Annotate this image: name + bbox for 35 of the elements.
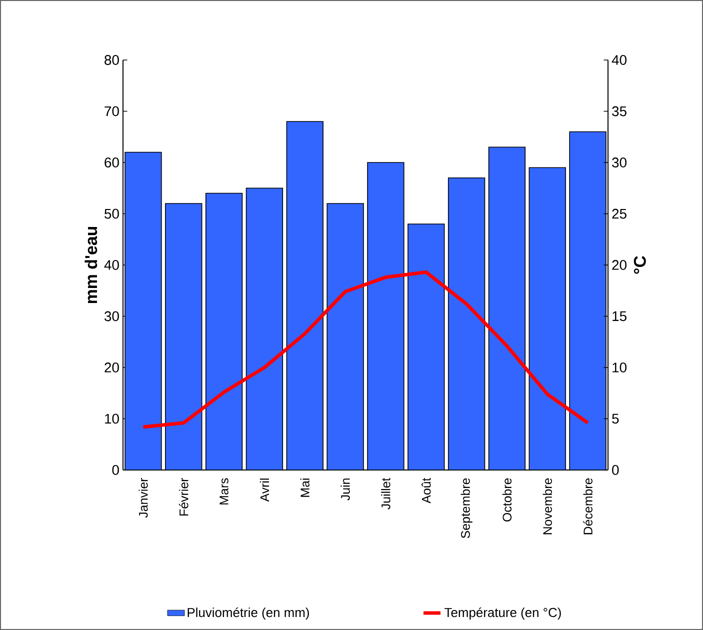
y2-tick-label: 10: [612, 362, 626, 372]
y2-tick-label: 15: [612, 311, 626, 322]
x-tick-label: Novembre: [542, 478, 552, 534]
y-tick-label: 40: [104, 260, 119, 270]
legend-label: Température (en °C): [444, 607, 561, 620]
y-tick-label: 0: [112, 465, 119, 475]
line-series: [141, 270, 590, 429]
y-tick-label: 70: [104, 106, 119, 116]
y2-tick-label: 0: [612, 465, 619, 475]
x-tick-label: Décembre: [583, 478, 592, 534]
y-tick-label: 80: [104, 55, 119, 65]
x-tick-label: Octobre: [502, 478, 512, 522]
x-tick-label: Février: [178, 478, 188, 516]
x-tick-label: Mars: [220, 478, 228, 504]
y2-axis-title: °C: [634, 256, 646, 274]
x-tick-label: Septembre: [460, 478, 472, 538]
x-tick-label: Août: [422, 478, 431, 504]
y-tick-label: 10: [105, 414, 119, 424]
x-tick-label: Janvier: [138, 478, 148, 518]
y2-tick-label: 20: [612, 260, 626, 270]
y-tick-label: 60: [104, 158, 119, 168]
x-tick-label: Juillet: [381, 478, 390, 510]
y2-tick-label: 30: [612, 158, 626, 168]
x-tick-label: Juin: [340, 478, 350, 500]
y2-tick-label: 5: [612, 414, 619, 424]
x-tick-label: Avril: [260, 478, 269, 502]
y2-tick-label: 25: [612, 208, 626, 219]
y2-tick-label: 35: [612, 106, 626, 116]
y2-tick-label: 40: [612, 55, 626, 65]
y-tick-label: 30: [104, 311, 119, 322]
legend-label: Pluviométrie (en mm): [188, 607, 309, 620]
x-tick-label: Mai: [300, 478, 310, 497]
y-tick-label: 50: [104, 208, 119, 219]
y-axis-title: mm d'eau: [84, 226, 98, 304]
y-tick-label: 20: [104, 362, 119, 372]
